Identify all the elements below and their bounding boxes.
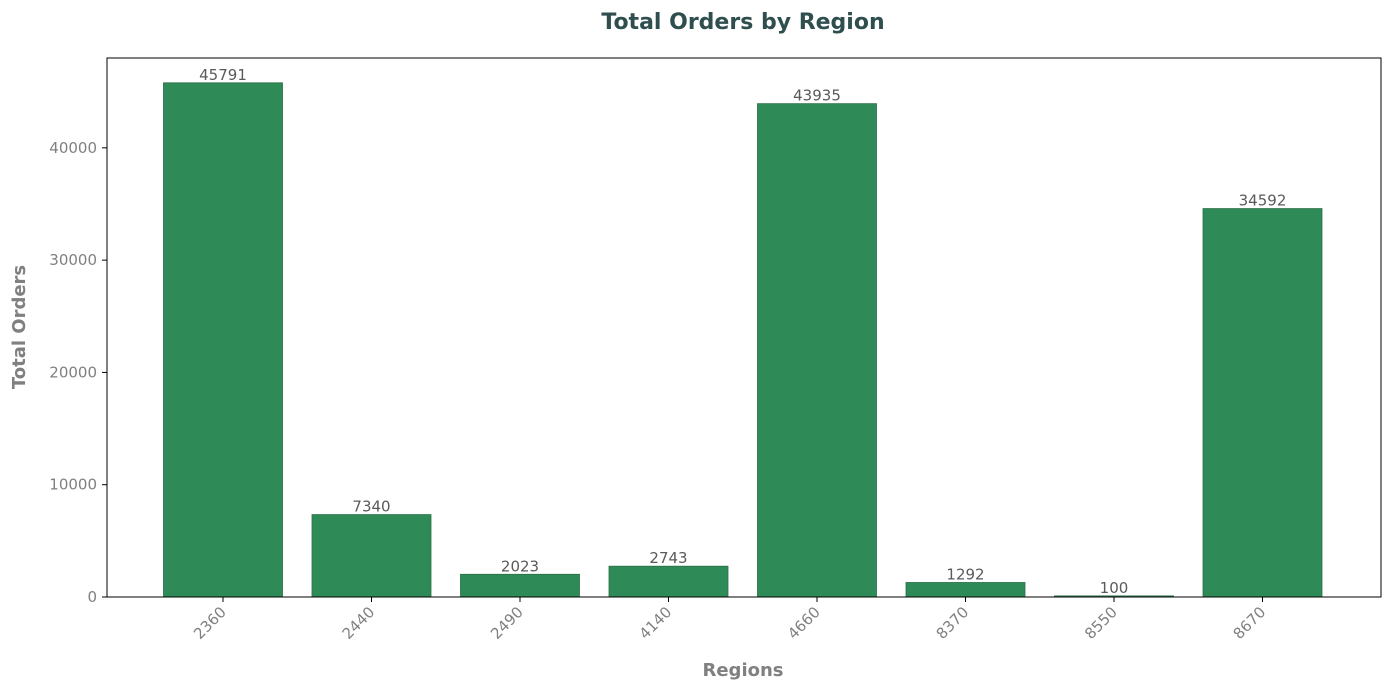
data-label: 43935 xyxy=(793,87,841,105)
y-axis: 0 10000 20000 30000 40000 xyxy=(49,139,107,606)
bar-2490 xyxy=(460,573,580,598)
data-label: 2023 xyxy=(501,557,539,575)
x-tick-label: 8670 xyxy=(1230,603,1270,643)
bar-4140 xyxy=(608,565,729,598)
y-axis-label: Total Orders xyxy=(9,265,30,389)
x-tick-label: 4660 xyxy=(784,603,824,643)
x-tick-label: 8550 xyxy=(1081,603,1121,643)
data-label: 2743 xyxy=(649,549,687,567)
x-tick-label: 4140 xyxy=(636,603,676,643)
bar-2360 xyxy=(163,82,283,598)
data-labels: 45791 7340 2023 2743 43935 1292 100 34592 xyxy=(199,66,1286,597)
x-tick-label: 2490 xyxy=(487,603,527,643)
x-tick-label: 2440 xyxy=(339,603,379,643)
data-label: 7340 xyxy=(352,498,390,516)
bar-8670 xyxy=(1202,208,1323,598)
bar-4660 xyxy=(757,103,877,598)
data-label: 1292 xyxy=(946,565,984,583)
x-tick-label: 2360 xyxy=(190,603,230,643)
y-tick-label: 10000 xyxy=(49,476,97,494)
x-axis: 2360 2440 2490 4140 4660 8370 8550 8670 xyxy=(190,597,1269,643)
bar-8370 xyxy=(905,582,1026,598)
y-tick-label: 20000 xyxy=(49,363,97,381)
x-axis-label: Regions xyxy=(702,660,783,681)
bar-2440 xyxy=(311,514,432,598)
y-tick-label: 30000 xyxy=(49,251,97,269)
data-label: 45791 xyxy=(199,66,247,84)
data-label: 34592 xyxy=(1239,192,1287,210)
chart-title: Total Orders by Region xyxy=(601,10,884,35)
bar-series xyxy=(163,82,1323,598)
data-label: 100 xyxy=(1100,579,1129,597)
y-tick-label: 40000 xyxy=(49,139,97,157)
y-tick-label: 0 xyxy=(87,588,97,606)
plot-frame xyxy=(106,57,1382,598)
x-tick-label: 8370 xyxy=(933,603,973,643)
